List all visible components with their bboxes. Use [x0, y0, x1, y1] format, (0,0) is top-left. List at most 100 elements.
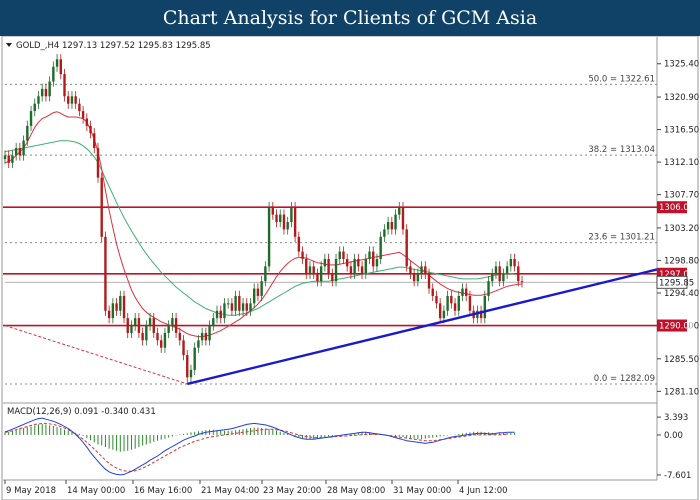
candle	[412, 268, 416, 287]
candle	[327, 253, 330, 279]
candle-body	[401, 207, 405, 230]
fibonacci-label: 23.6 = 1301.21	[588, 233, 655, 243]
candle	[133, 312, 137, 331]
candle-body	[360, 266, 364, 274]
candle-body	[372, 251, 375, 267]
candle-body	[435, 295, 438, 304]
candle	[230, 298, 234, 316]
candle	[119, 290, 122, 316]
candle-body	[33, 103, 36, 112]
projection-dashed-line	[4, 325, 188, 385]
candle	[40, 83, 44, 102]
candle-body	[85, 118, 89, 126]
candle-body	[282, 214, 286, 230]
candle	[208, 320, 211, 346]
candle-body	[3, 155, 7, 160]
candle-body	[390, 222, 394, 230]
candle-body	[249, 303, 252, 311]
candle	[453, 298, 457, 316]
candle-body	[427, 273, 431, 289]
time-axis: 9 May 2018 14 May 00:00 16 May 16:00 21 May…	[4, 480, 508, 496]
price-tick-label: 1303.20	[664, 224, 699, 234]
candle-body	[450, 295, 453, 304]
candle-body	[502, 273, 505, 282]
candle-body	[104, 236, 107, 311]
candle	[424, 261, 427, 279]
candle	[465, 283, 468, 302]
candle-body	[245, 303, 248, 311]
candle	[215, 305, 219, 324]
candle-body	[89, 125, 92, 134]
level-tag	[657, 319, 687, 332]
symbol-header: GOLD_,H4 1297.13 1297.52 1295.83 1295.85	[6, 41, 211, 51]
candle	[323, 253, 327, 272]
candle	[293, 202, 297, 242]
macd-tick-label: 0.00	[664, 431, 683, 441]
candle	[245, 298, 248, 316]
page-title: Chart Analysis for Clients of GCM Asia	[162, 7, 538, 29]
candle	[286, 216, 289, 235]
candle-body	[498, 266, 501, 282]
candle	[48, 76, 51, 102]
candle	[349, 261, 353, 279]
candle	[37, 91, 40, 109]
candle	[483, 290, 487, 324]
candle-body	[253, 288, 256, 304]
candle-body	[453, 303, 457, 311]
candle	[398, 202, 401, 220]
candle	[226, 298, 230, 309]
candle-body	[74, 96, 77, 104]
candle	[141, 327, 144, 346]
candle-body	[405, 229, 408, 267]
candle	[431, 283, 434, 302]
candle-body	[342, 251, 345, 259]
candle-body	[63, 74, 66, 97]
candle	[234, 290, 237, 316]
candle	[405, 224, 408, 272]
current-price-tag	[656, 275, 688, 289]
candle	[446, 290, 449, 316]
candle	[375, 253, 379, 272]
candle	[338, 246, 341, 265]
level-tag-label: 1290.00	[659, 322, 694, 332]
candle-body	[297, 236, 301, 252]
candle-body	[290, 207, 293, 222]
candle-body	[100, 177, 103, 237]
candle	[145, 320, 148, 346]
candle-body	[319, 266, 323, 282]
candle-body	[40, 88, 44, 97]
candle-body	[215, 310, 219, 319]
candle	[11, 150, 14, 169]
candle	[163, 327, 167, 353]
macd-header: MACD(12,26,9) 0.091 -0.340 0.431	[7, 407, 156, 417]
candle	[130, 320, 133, 339]
candle-body	[487, 281, 490, 296]
candle-body	[18, 148, 22, 156]
candle	[182, 335, 185, 361]
candle	[502, 268, 505, 287]
candle-body	[442, 310, 446, 319]
candle-body	[468, 295, 472, 311]
candle	[78, 98, 81, 117]
candle	[491, 268, 494, 287]
candle	[345, 253, 349, 272]
candle	[372, 246, 375, 272]
candle	[148, 312, 152, 331]
candle	[219, 305, 222, 324]
time-tick-label: 14 May 00:00	[67, 486, 125, 496]
candle-body	[126, 318, 129, 333]
candle-body	[81, 111, 85, 119]
candle-body	[312, 266, 315, 274]
candle	[368, 246, 371, 265]
dropdown-triangle-icon[interactable]	[6, 43, 12, 47]
candle	[416, 268, 420, 287]
candle-body	[398, 207, 401, 215]
candle	[401, 202, 405, 235]
candle	[383, 224, 386, 242]
candle	[107, 305, 111, 324]
candle-body	[279, 214, 282, 222]
candle	[316, 268, 319, 287]
candle-body	[107, 310, 111, 319]
candle-body	[111, 303, 115, 319]
candle-body	[44, 88, 48, 97]
